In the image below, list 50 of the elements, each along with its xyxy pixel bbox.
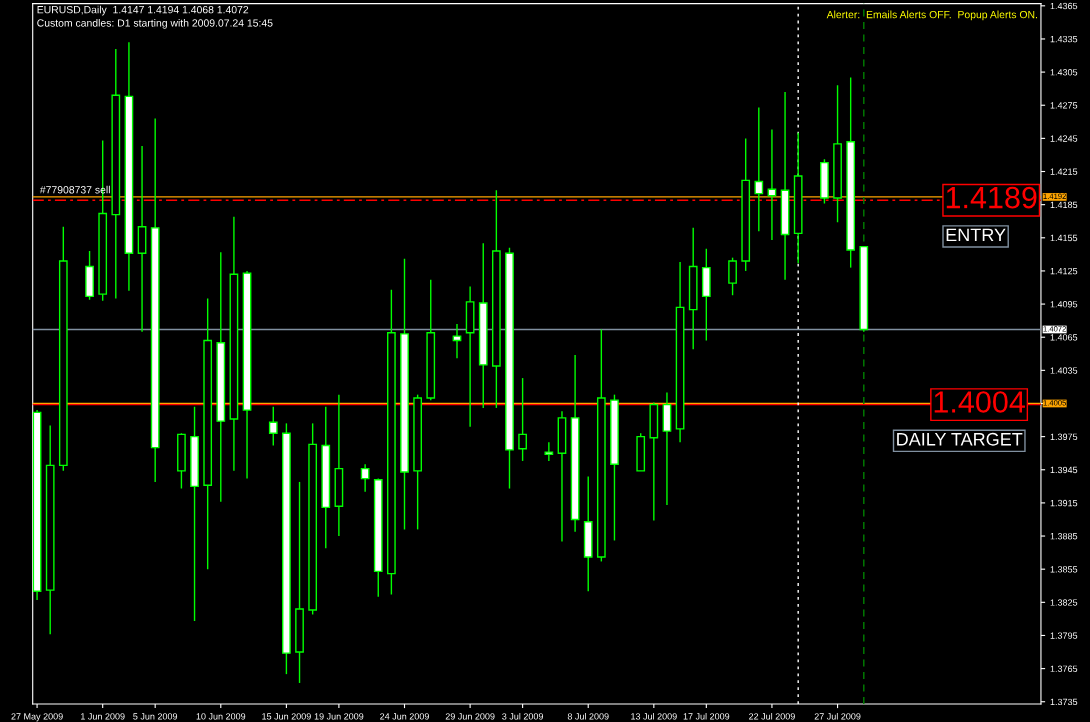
- ref-line-label: ENTRY: [946, 228, 1006, 242]
- candlestick: [728, 256, 737, 296]
- x-tick-label: 13 Jul 2009: [631, 712, 677, 720]
- x-tick-label: 1 Jun 2009: [81, 713, 125, 720]
- y-tick-label: 1.4035: [1050, 367, 1078, 374]
- y-tick-label: 1.4275: [1050, 102, 1078, 109]
- x-tick-label: 15 Jun 2009: [262, 713, 311, 720]
- candlestick: [360, 463, 370, 493]
- y-tick-label: 1.4215: [1050, 168, 1078, 175]
- annotation: Alerter: Emails Alerts OFF. Popup Alerts ON.: [826, 10, 1037, 21]
- x-tick-label: 19 Jun 2009: [314, 713, 364, 720]
- y-tick-label: 1.4365: [1050, 2, 1078, 10]
- y-tick-label: 1.4335: [1050, 35, 1078, 43]
- candlestick: [767, 128, 777, 241]
- x-tick-label: 22 Jul 2009: [749, 712, 795, 720]
- chart-title: EURUSD,Daily 1.4147 1.4194 1.4068 1.4072: [37, 5, 249, 16]
- y-tick-label: 1.4305: [1050, 69, 1078, 76]
- y-tick-label: 1.3765: [1050, 665, 1078, 672]
- x-tick-label: 17 Jul 2009: [683, 712, 730, 720]
- y-tick-label: 1.4185: [1050, 201, 1078, 209]
- y-tick-label: 1.3885: [1050, 533, 1078, 540]
- y-tick-label: 1.4245: [1050, 135, 1078, 142]
- y-tick-label: 1.3975: [1050, 433, 1078, 440]
- y-tick-label: 1.3945: [1050, 466, 1078, 474]
- candlestick: [268, 406, 278, 447]
- y-tick-label: 1.3855: [1050, 566, 1078, 573]
- y-tick-label: 1.3915: [1050, 499, 1078, 507]
- x-tick-label: 29 Jun 2009: [445, 713, 495, 720]
- x-tick-label: 24 Jun 2009: [380, 713, 429, 720]
- candlestick: [544, 441, 554, 462]
- x-tick-label: 27 Jul 2009: [814, 712, 861, 720]
- y-tick-label: 1.4155: [1050, 234, 1078, 242]
- x-tick-label: 27 May 2009: [11, 713, 63, 722]
- y-tick-label: 1.4095: [1050, 301, 1078, 308]
- x-tick-label: 10 Jun 2009: [196, 713, 246, 720]
- x-tick-label: 8 Jul 2009: [567, 712, 609, 720]
- candlestick: [452, 323, 462, 359]
- x-tick-label: 5 Jun 2009: [133, 713, 178, 720]
- annotation: 1.4004: [934, 391, 1025, 413]
- candlestick: [518, 377, 527, 462]
- y-tick-label: 1.4125: [1050, 267, 1078, 275]
- annotation: 1.4189: [946, 186, 1037, 209]
- y-tick-label: 1.3825: [1050, 599, 1078, 606]
- candlestick: [754, 106, 764, 232]
- text: Custom candles: D1 starting with 2009.07.24 15:45: [37, 19, 273, 29]
- y-tick-label: 1.3795: [1050, 632, 1078, 639]
- y-tick-label: 1.4065: [1050, 334, 1078, 341]
- ref-line-label: DAILY TARGET: [897, 432, 1023, 446]
- x-tick-label: 3 Jul 2009: [502, 712, 544, 720]
- y-tick-label: 1.3735: [1050, 698, 1078, 706]
